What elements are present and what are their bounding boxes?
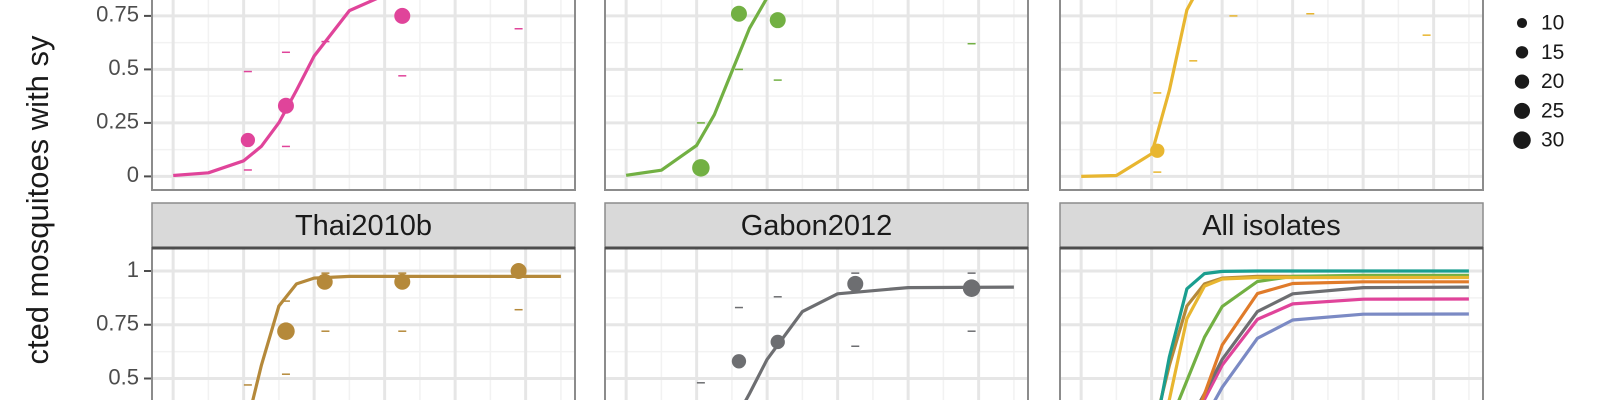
panel-background	[152, 0, 575, 190]
point	[394, 273, 411, 290]
strip-title: Gabon2012	[741, 210, 893, 242]
point	[510, 263, 527, 279]
point	[847, 275, 864, 292]
panel-border	[151, 0, 576, 191]
strip-title: All isolates	[1202, 210, 1341, 242]
series-line	[1200, 280, 1469, 400]
fit-curve	[1081, 0, 1195, 178]
panel	[605, 0, 1028, 190]
y-tick-label: 0.5	[108, 55, 139, 80]
fit-curve	[173, 0, 378, 178]
point	[731, 354, 747, 369]
panel-border	[1059, 0, 1484, 191]
y-tick-label: 1	[127, 257, 139, 282]
point	[692, 159, 710, 177]
strip-title: Thai2010b	[295, 210, 432, 242]
panel-border	[604, 0, 1029, 191]
point	[1150, 143, 1165, 158]
panel	[1060, 248, 1483, 400]
point	[730, 5, 747, 22]
legend-label: 15	[1541, 41, 1564, 64]
series-line	[1213, 312, 1469, 400]
point	[240, 132, 256, 148]
legend-key	[1514, 102, 1530, 119]
series-line	[1202, 297, 1469, 400]
legend-key	[1513, 131, 1531, 149]
legend-label: 25	[1541, 99, 1564, 122]
y-tick-label: 0	[127, 162, 139, 187]
point	[770, 334, 785, 350]
legend-label: 30	[1541, 129, 1564, 152]
y-axis-label: cted mosquitoes with sy	[20, 35, 55, 365]
series-line	[1159, 269, 1469, 400]
panel-background	[605, 0, 1028, 190]
point	[277, 322, 295, 340]
strip	[151, 202, 576, 249]
point	[277, 97, 294, 114]
point	[316, 273, 333, 290]
legend-label: 20	[1541, 70, 1564, 93]
legend-key	[1514, 74, 1530, 89]
legend-title: N	[1513, 0, 1529, 5]
panel	[1060, 0, 1483, 190]
point	[962, 279, 981, 297]
y-tick-label: 0.75	[96, 311, 139, 336]
fit-curve	[625, 0, 768, 177]
legend-label: 10	[1541, 12, 1564, 35]
point	[769, 12, 786, 29]
legend-key	[1515, 46, 1529, 59]
point	[394, 7, 411, 24]
strip	[1059, 202, 1484, 249]
y-tick-label: 0.25	[96, 109, 139, 134]
y-tick-label: 0.5	[108, 364, 139, 389]
legend-key	[1516, 17, 1528, 29]
fit-curve	[744, 285, 1014, 400]
panel-background	[1060, 0, 1483, 190]
y-tick-label: 0.75	[96, 2, 139, 27]
panel	[152, 0, 575, 190]
series-line	[1167, 275, 1469, 400]
